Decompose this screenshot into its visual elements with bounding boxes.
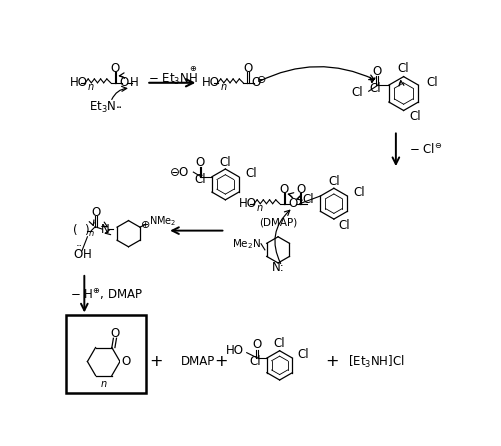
- Text: O: O: [111, 62, 120, 75]
- Text: O: O: [196, 157, 205, 169]
- Text: Et$_3$N$\mathbf{\ddot{\ }}$: Et$_3$N$\mathbf{\ddot{\ }}$: [89, 100, 122, 115]
- Text: O: O: [110, 327, 120, 340]
- Text: Cl: Cl: [219, 156, 231, 169]
- Text: $\ominus$O: $\ominus$O: [169, 166, 189, 179]
- Text: Cl: Cl: [398, 62, 409, 75]
- Text: O: O: [280, 183, 289, 196]
- Text: HO: HO: [239, 197, 258, 210]
- Text: $-$ Cl$^{\ominus}$: $-$ Cl$^{\ominus}$: [409, 143, 442, 157]
- Text: $-$ H$^{\oplus}$, DMAP: $-$ H$^{\oplus}$, DMAP: [70, 286, 143, 301]
- Text: O: O: [373, 65, 382, 78]
- Text: $n$: $n$: [87, 83, 94, 92]
- Text: NMe$_2$: NMe$_2$: [149, 214, 177, 227]
- Text: O: O: [119, 76, 128, 89]
- Text: Cl: Cl: [194, 173, 206, 186]
- Text: $\ominus$: $\ominus$: [256, 74, 266, 85]
- Text: $\oplus$: $\oplus$: [140, 219, 151, 230]
- Text: HO: HO: [225, 344, 243, 357]
- Text: O: O: [296, 183, 305, 196]
- Text: Cl: Cl: [245, 167, 257, 180]
- Text: H: H: [130, 76, 139, 89]
- Text: DMAP: DMAP: [180, 355, 214, 368]
- Text: O: O: [288, 197, 298, 210]
- Text: Cl: Cl: [298, 348, 310, 361]
- Text: Cl: Cl: [328, 175, 340, 188]
- Text: $(\ \ )_n$: $(\ \ )_n$: [72, 223, 96, 239]
- Text: O: O: [252, 339, 262, 351]
- FancyBboxPatch shape: [66, 314, 146, 393]
- Text: +: +: [149, 354, 162, 369]
- Text: O: O: [122, 355, 131, 368]
- Text: $n$: $n$: [100, 379, 107, 389]
- Text: HO: HO: [70, 76, 88, 89]
- Text: [Et$_3$NH]Cl: [Et$_3$NH]Cl: [348, 354, 404, 370]
- Text: Cl: Cl: [410, 110, 421, 123]
- Text: Cl: Cl: [303, 193, 314, 206]
- Text: Me$_2$N: Me$_2$N: [232, 237, 261, 251]
- Text: (DMAP): (DMAP): [259, 218, 297, 228]
- Text: O: O: [243, 62, 253, 75]
- Text: N: N: [101, 223, 110, 235]
- Text: Cl: Cl: [354, 186, 365, 199]
- Text: $-$ Et$_3$N$\overset{\oplus}{\rm H}$: $-$ Et$_3$N$\overset{\oplus}{\rm H}$: [148, 64, 197, 87]
- Text: +: +: [326, 354, 339, 369]
- Text: O: O: [91, 206, 101, 219]
- Text: $\ddot{\rm O}$H: $\ddot{\rm O}$H: [73, 245, 92, 262]
- Text: $n$: $n$: [220, 83, 227, 92]
- Text: +: +: [215, 354, 228, 369]
- Text: HO: HO: [202, 76, 220, 89]
- Text: Cl: Cl: [426, 75, 438, 88]
- Text: Cl: Cl: [274, 337, 286, 350]
- Text: Cl: Cl: [339, 219, 350, 232]
- Text: Cl: Cl: [369, 82, 381, 95]
- Text: O: O: [252, 76, 261, 89]
- Text: Cl: Cl: [352, 86, 363, 99]
- Text: Cl: Cl: [250, 355, 262, 368]
- Text: $n$: $n$: [257, 203, 264, 213]
- Text: N:: N:: [272, 261, 285, 274]
